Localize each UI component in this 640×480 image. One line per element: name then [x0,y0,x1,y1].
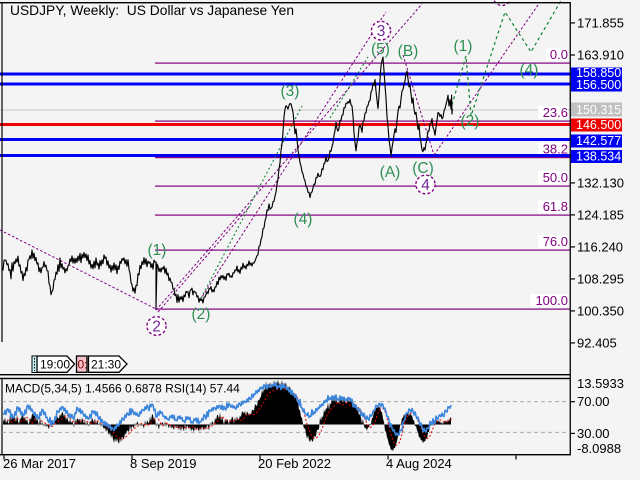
svg-text:(B): (B) [398,43,419,60]
svg-text:100.350: 100.350 [577,303,624,318]
svg-text:76.0: 76.0 [543,234,568,249]
svg-text:0:: 0: [78,358,88,372]
svg-text:108.295: 108.295 [577,271,624,286]
svg-text:19:00: 19:00 [40,358,70,372]
svg-text:21:30: 21:30 [91,358,121,372]
svg-text:(2): (2) [192,306,211,323]
svg-text:20 Feb 2022: 20 Feb 2022 [258,456,331,471]
svg-text:116.240: 116.240 [577,239,623,254]
svg-text:38.2: 38.2 [543,142,568,157]
svg-text:(3): (3) [281,83,300,100]
svg-text:2: 2 [152,319,161,336]
svg-text:13.5933: 13.5933 [577,376,624,391]
svg-text:8 Sep 2019: 8 Sep 2019 [130,456,197,471]
svg-text:(1): (1) [454,38,473,55]
svg-text:(4): (4) [520,62,539,79]
svg-text:132.130: 132.130 [577,175,624,190]
svg-text:50.0: 50.0 [543,170,568,185]
svg-text:171.855: 171.855 [577,15,624,30]
svg-text:0.0: 0.0 [550,47,568,62]
svg-text:142.577: 142.577 [576,134,621,148]
svg-text:163.910: 163.910 [577,48,624,63]
svg-text:146.500: 146.500 [576,118,621,132]
svg-text:-8.0988: -8.0988 [577,441,621,456]
svg-text:124.185: 124.185 [577,207,624,222]
svg-text:138.534: 138.534 [576,150,621,164]
svg-text:(2): (2) [461,113,480,130]
svg-text:(4): (4) [294,211,313,228]
svg-text:30.00: 30.00 [577,426,610,441]
svg-text:3: 3 [377,23,386,40]
svg-text:4: 4 [421,177,430,194]
svg-text:(5): (5) [371,41,390,58]
svg-text:92.405: 92.405 [577,335,617,350]
svg-text:(C): (C) [412,160,434,177]
svg-text:100.0: 100.0 [535,293,568,308]
svg-text:156.500: 156.500 [576,78,621,92]
svg-text:4 Aug 2024: 4 Aug 2024 [386,456,452,471]
svg-text:MACD(5,34,5) 1.4566 0.6878 RSI: MACD(5,34,5) 1.4566 0.6878 RSI(14) 57.44 [5,382,240,396]
svg-text:150.315: 150.315 [576,103,621,117]
svg-text:USDJPY, Weekly: US Dollar vs: USDJPY, Weekly: US Dollar vs Japanese Ye… [10,3,294,18]
svg-text:(A): (A) [380,164,401,181]
svg-text:26 Mar 2017: 26 Mar 2017 [3,456,76,471]
svg-text:70.00: 70.00 [577,394,610,409]
svg-text:61.8: 61.8 [543,199,568,214]
svg-text:158.850: 158.850 [576,66,621,80]
svg-text:(1): (1) [148,242,167,259]
svg-text:23.6: 23.6 [543,105,568,120]
